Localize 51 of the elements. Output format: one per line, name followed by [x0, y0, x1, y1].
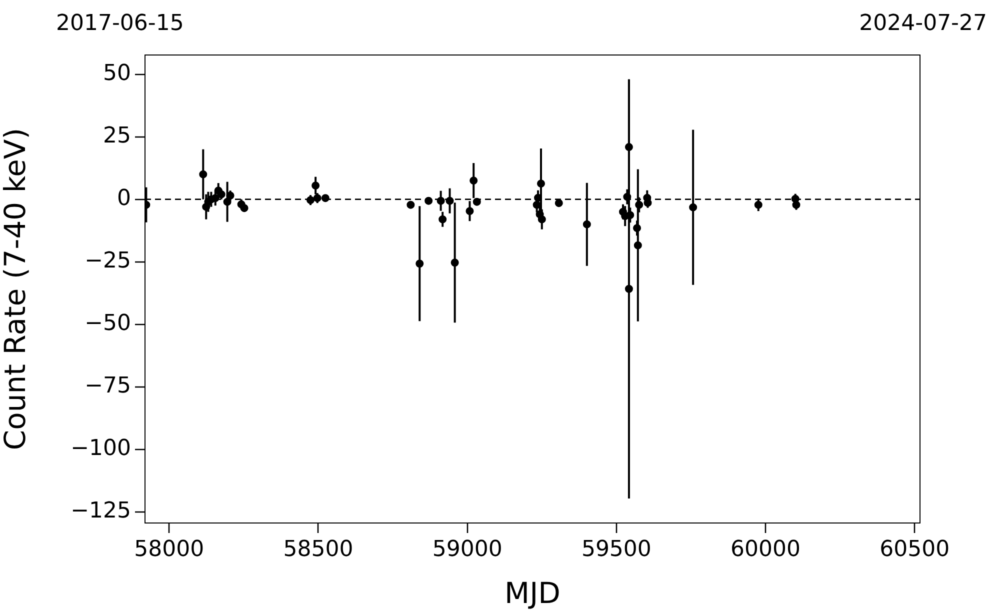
text: 2017-06-15	[56, 11, 184, 36]
point	[626, 211, 634, 220]
point	[450, 258, 459, 267]
x-tick-label: 60500	[880, 536, 950, 562]
point	[633, 224, 642, 232]
point	[554, 199, 563, 208]
y-tick-label: −25	[84, 248, 131, 274]
point	[623, 192, 632, 201]
x-tick-label: 58500	[283, 536, 354, 562]
point	[537, 180, 545, 188]
point	[532, 200, 541, 209]
point	[438, 215, 447, 224]
point	[582, 220, 591, 228]
y-tick-label: −75	[84, 374, 131, 399]
point	[211, 194, 220, 202]
y-axis-title: Count Rate (7-40 keV)	[0, 128, 32, 450]
y-tick-label: −125	[70, 498, 131, 524]
point	[792, 200, 800, 209]
point	[416, 260, 424, 268]
point	[470, 176, 478, 185]
point	[472, 198, 481, 206]
point	[223, 198, 232, 206]
x-tick-label: 60000	[730, 536, 801, 562]
x-tick-label: 59500	[581, 536, 652, 562]
point	[240, 204, 248, 212]
y-tick-label: −50	[84, 311, 131, 336]
point	[312, 182, 320, 190]
y-tick-label: 25	[103, 124, 131, 149]
point	[634, 241, 642, 250]
point	[199, 170, 208, 178]
point	[538, 215, 546, 224]
point	[466, 207, 474, 216]
point	[446, 196, 454, 205]
x-tick-label: 59000	[432, 536, 502, 562]
point	[635, 200, 644, 209]
point	[754, 200, 762, 209]
y-tick-label: 50	[103, 60, 131, 86]
point	[624, 143, 633, 152]
x-axis-title: MJD	[504, 576, 560, 610]
point	[624, 284, 633, 293]
y-tick-label: 0	[117, 186, 131, 212]
point	[689, 203, 698, 212]
point	[226, 192, 234, 200]
point	[424, 196, 433, 205]
point	[436, 196, 445, 205]
point	[321, 194, 330, 202]
point	[306, 196, 314, 204]
y-tick-label: −100	[70, 436, 131, 462]
x-tick-label: 58000	[134, 536, 204, 562]
point	[406, 200, 415, 209]
text: 2024-07-27	[859, 11, 987, 36]
